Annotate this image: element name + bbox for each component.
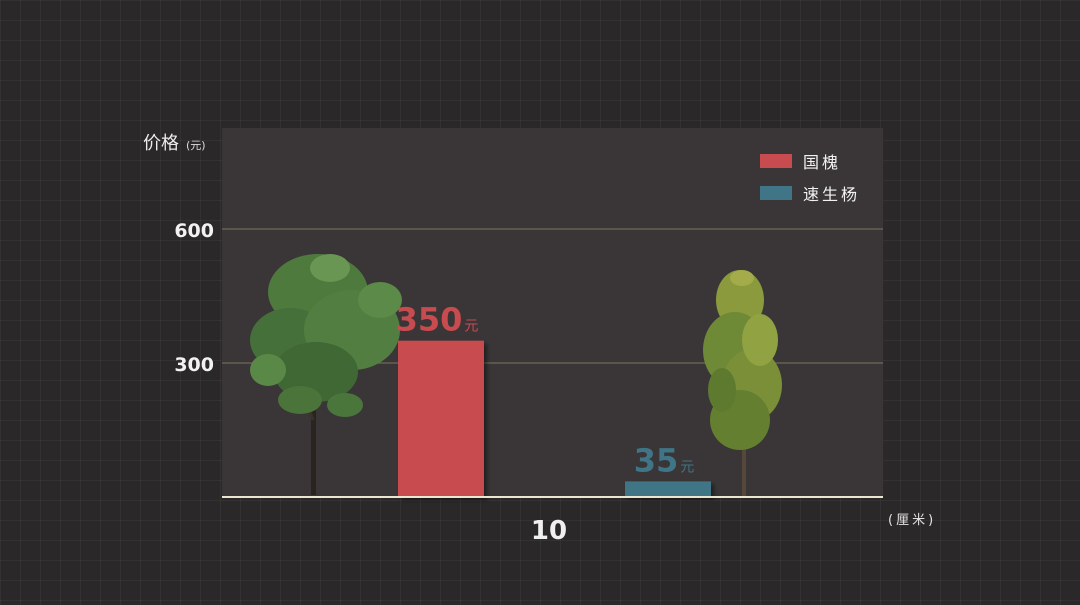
legend-swatch-poplar	[760, 186, 792, 200]
y-tick-label-600: 600	[174, 220, 214, 242]
x-axis-unit: (厘米)	[888, 513, 936, 528]
y-axis-unit: (元)	[186, 139, 206, 152]
tree-illustration-guohuai	[250, 254, 402, 495]
bars: 350 元 35 元	[396, 301, 711, 497]
y-tick-label-300: 300	[174, 354, 214, 376]
tree-illustration-poplar	[703, 270, 782, 497]
legend: 国槐 速生杨	[760, 153, 860, 204]
y-axis-title: 价格	[143, 133, 179, 154]
legend-swatch-guohuai	[760, 154, 792, 168]
data-label-guohuai: 350 元	[396, 301, 479, 339]
legend-label-poplar: 速生杨	[803, 185, 860, 204]
x-tick-label: 10	[531, 516, 567, 546]
data-label-poplar: 35 元	[634, 441, 695, 479]
legend-label-guohuai: 国槐	[803, 153, 841, 172]
bar-poplar	[625, 481, 711, 497]
bar-guohuai	[398, 340, 484, 497]
